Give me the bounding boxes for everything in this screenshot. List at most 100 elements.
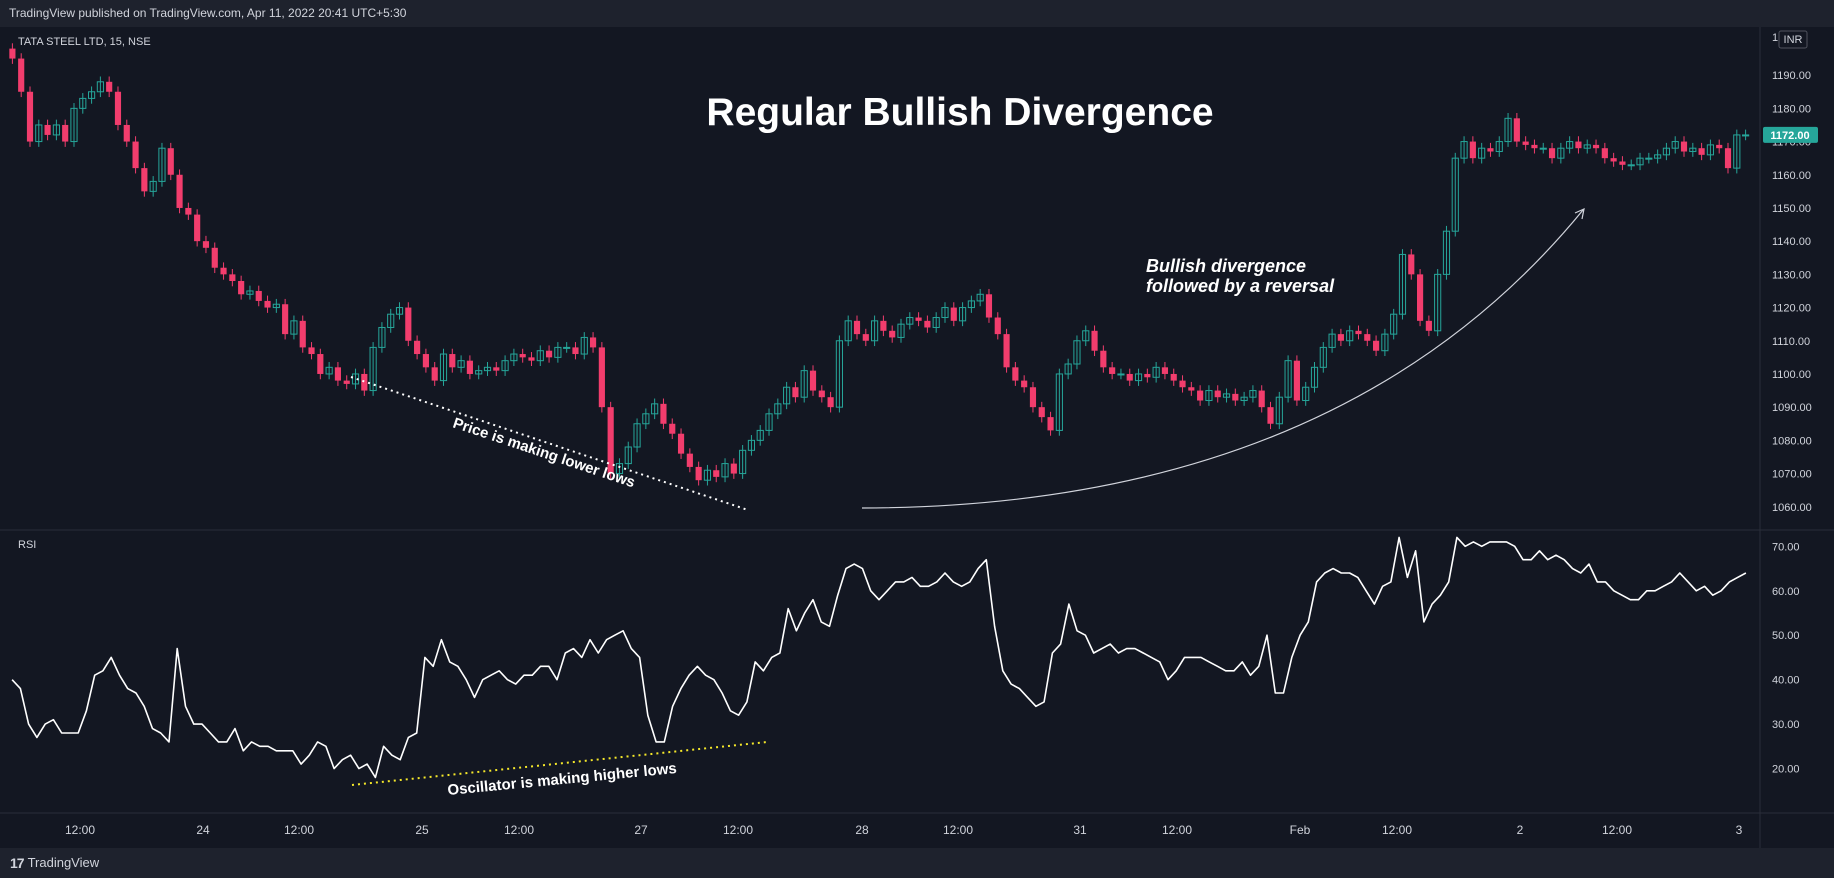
candle-body <box>1434 273 1442 332</box>
candle <box>660 398 667 430</box>
candle <box>519 348 526 363</box>
candle-body <box>994 317 1001 335</box>
candle <box>1091 325 1098 357</box>
candle-body <box>1566 141 1574 149</box>
candle <box>615 458 624 479</box>
candle-body <box>1408 254 1415 275</box>
candle-body <box>246 290 254 295</box>
candle <box>1425 315 1432 337</box>
candle <box>18 53 25 98</box>
candle-body <box>1073 340 1081 365</box>
candle-body <box>1460 141 1468 159</box>
candle <box>1408 249 1415 280</box>
candle <box>1240 391 1248 406</box>
candle <box>1504 113 1512 147</box>
candle-body <box>747 439 756 451</box>
candle-body <box>1319 346 1327 368</box>
candle-body <box>572 347 579 355</box>
candle-body <box>651 403 659 415</box>
candle <box>361 368 368 396</box>
brand-logo[interactable]: 17 TradingView <box>10 848 99 878</box>
price-tick-label: 1110.00 <box>1772 336 1810 348</box>
candle-body <box>1495 141 1503 153</box>
candle <box>774 398 782 420</box>
candle-body <box>642 413 650 425</box>
candle <box>1706 139 1714 161</box>
candle-body <box>1733 134 1741 169</box>
candle-body <box>1654 154 1662 159</box>
candle-body <box>1275 396 1283 425</box>
rsi-tick-label: 40.00 <box>1772 675 1800 687</box>
candle-body <box>1144 373 1151 378</box>
candle <box>44 119 51 141</box>
candle-body <box>9 48 16 59</box>
candle <box>1284 355 1292 403</box>
candle <box>141 162 148 197</box>
candle-body <box>1716 144 1723 149</box>
candle <box>1355 325 1362 340</box>
candle-body <box>62 124 69 142</box>
price-tick-label: 1160.00 <box>1772 170 1811 182</box>
candle <box>871 315 879 347</box>
candle <box>88 86 96 104</box>
candle-body <box>774 403 782 415</box>
candle-body <box>924 320 931 328</box>
candle-body <box>1539 147 1547 150</box>
candle-body <box>501 360 509 372</box>
candle <box>1566 136 1574 154</box>
candle-body <box>493 367 500 371</box>
candle <box>158 142 166 187</box>
candle-body <box>1249 390 1257 398</box>
brand-name: TradingView <box>27 855 100 870</box>
candle <box>1197 385 1204 406</box>
candle-body <box>792 387 799 398</box>
candle-body <box>290 320 298 335</box>
candle <box>536 345 544 366</box>
candle-body <box>580 336 588 355</box>
candle <box>493 362 500 376</box>
candle <box>1126 368 1133 386</box>
candle <box>405 302 412 347</box>
price-tick-label: 1080.00 <box>1772 435 1812 447</box>
candle-body <box>528 357 535 361</box>
price-rsi-chart[interactable]: 1060.00 1070.00 1080.00 1090.00 1100.00 1110.… <box>0 27 1834 848</box>
candle <box>1337 328 1344 347</box>
candle <box>1109 362 1116 380</box>
candle-body <box>1364 334 1371 341</box>
candle <box>739 445 747 479</box>
candle-body <box>299 320 306 348</box>
reversal-arrow <box>861 209 1584 509</box>
candle <box>62 119 69 147</box>
candle-body <box>1100 350 1107 368</box>
candle <box>194 209 201 247</box>
candle <box>563 342 571 353</box>
candle <box>1222 388 1231 403</box>
price-tick-label: 1190.00 <box>1772 70 1811 82</box>
candle-body <box>967 300 975 309</box>
candle <box>1029 381 1037 413</box>
candle-body <box>1310 366 1319 388</box>
candle-body <box>844 320 852 342</box>
candle <box>1364 328 1371 347</box>
candle <box>1381 328 1389 357</box>
candle <box>1100 345 1107 373</box>
candle <box>651 398 659 420</box>
candle <box>695 461 702 486</box>
candle <box>1662 142 1670 161</box>
candle-body <box>1548 148 1556 159</box>
candle <box>545 345 553 363</box>
candle <box>747 435 756 456</box>
candle <box>721 458 729 483</box>
candle-body <box>959 307 967 322</box>
candle <box>800 365 808 403</box>
candle-body <box>1021 380 1028 388</box>
candle <box>1451 152 1459 237</box>
candle <box>1478 142 1486 164</box>
candle <box>1742 129 1750 141</box>
candle-body <box>1390 313 1398 335</box>
candle <box>889 325 896 343</box>
candle-body <box>1205 390 1213 402</box>
candle <box>862 328 869 347</box>
candle-body <box>1109 367 1116 374</box>
candle <box>1548 142 1556 164</box>
